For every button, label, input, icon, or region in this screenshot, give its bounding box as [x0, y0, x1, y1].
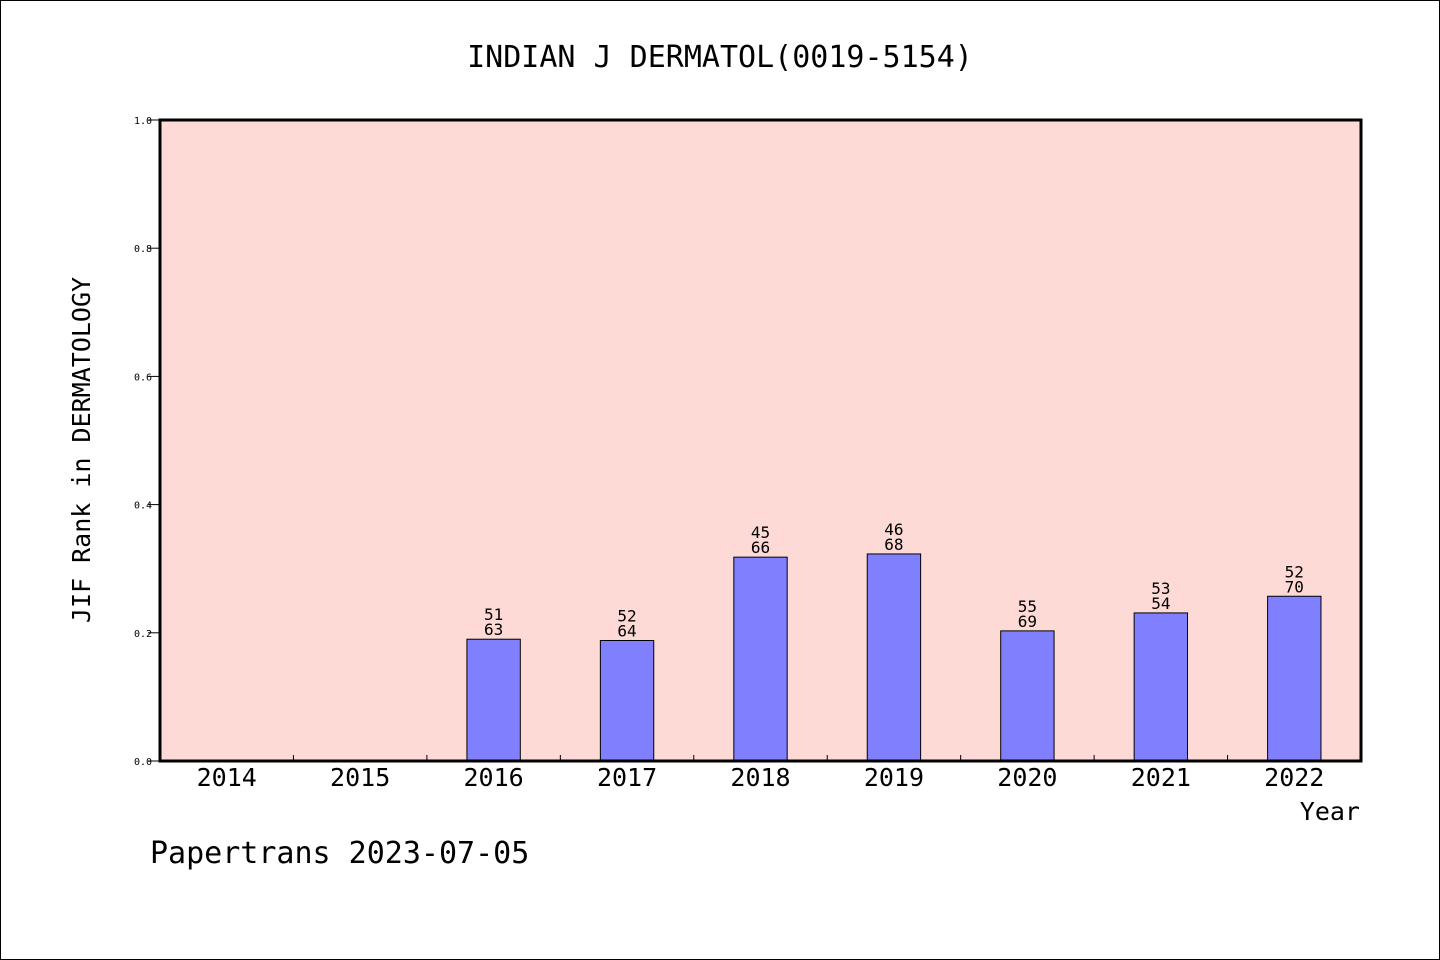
- x-tick-label: 2021: [1131, 763, 1191, 792]
- bar-2018: [733, 556, 788, 762]
- bar-2021: [1133, 612, 1189, 762]
- x-tick-label: 2017: [597, 763, 657, 792]
- plot-border: [158, 118, 1363, 763]
- x-tick-label: 2022: [1264, 763, 1324, 792]
- bar-2016: [466, 638, 521, 762]
- x-tick-label: 2016: [464, 763, 524, 792]
- y-axis: 0.0 0.2 0.4 0.6 0.8 1.0: [134, 116, 160, 768]
- x-tick-label: 2020: [997, 763, 1057, 792]
- bar-total-label: 68: [884, 535, 903, 554]
- bar-total-label: 66: [751, 538, 770, 557]
- bar-2020: [1000, 630, 1055, 762]
- bar-total-label: 54: [1151, 594, 1170, 613]
- x-axis-label: Year: [1300, 797, 1360, 826]
- source-footer: Papertrans 2023-07-05: [150, 836, 529, 871]
- bar-rank-label: 53: [1151, 579, 1170, 598]
- y-tick-label: 0.4: [134, 501, 152, 512]
- bar-rank-label: 55: [1018, 597, 1037, 616]
- bar-total-label: 69: [1018, 612, 1037, 631]
- bar-rank-label: 46: [884, 520, 903, 539]
- x-axis: 2014 2015 2016 2017 2018 2019 2020 2021 2022: [197, 755, 1324, 792]
- bar-total-label: 64: [617, 621, 636, 640]
- y-tick-label: 1.0: [134, 116, 152, 127]
- x-tick-label: 2014: [197, 763, 257, 792]
- x-tick-label: 2019: [864, 763, 924, 792]
- bar-total-label: 63: [484, 620, 503, 639]
- bar-2019: [866, 553, 922, 762]
- bar-rank-label: 51: [484, 605, 503, 624]
- bar-total-label: 70: [1285, 577, 1304, 596]
- y-tick-label: 0.6: [134, 372, 152, 383]
- y-tick-label: 0.2: [134, 629, 152, 640]
- y-axis-label: JIF Rank in DERMATOLOGY: [67, 277, 96, 623]
- bar-rank-label: 45: [751, 523, 770, 542]
- x-tick-label: 2018: [730, 763, 790, 792]
- bar-2022: [1267, 595, 1322, 762]
- y-tick-label: 0.0: [134, 757, 152, 768]
- y-tick-label: 0.8: [134, 244, 152, 255]
- x-tick-label: 2015: [330, 763, 390, 792]
- bar-rank-label: 52: [617, 606, 636, 625]
- bar-2017: [599, 639, 655, 762]
- chart-title: INDIAN J DERMATOL(0019-5154): [467, 40, 973, 75]
- bar-rank-label: 52: [1285, 562, 1304, 581]
